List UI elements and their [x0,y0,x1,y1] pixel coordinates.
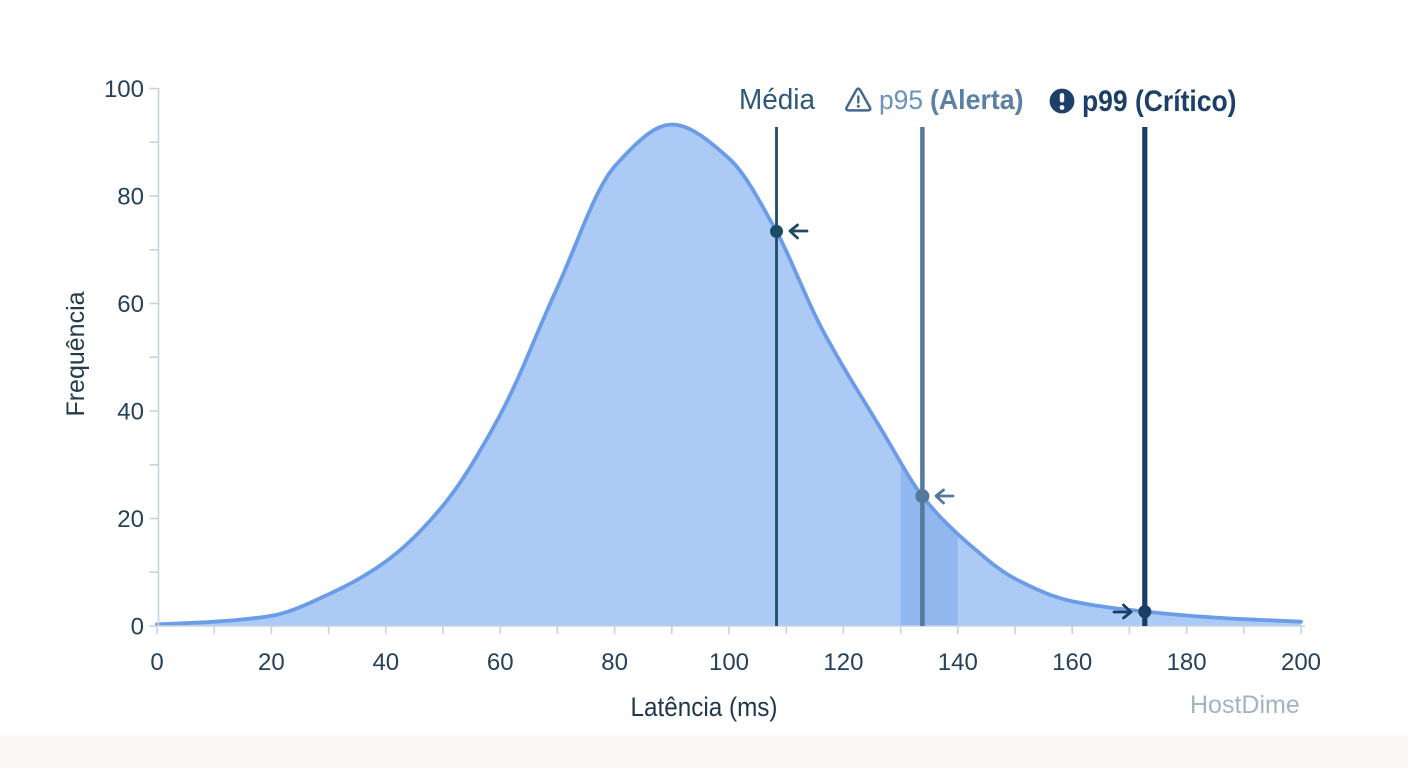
svg-text:60: 60 [487,649,514,676]
svg-text:100: 100 [104,76,144,103]
svg-text:200: 200 [1281,649,1321,676]
svg-text:40: 40 [372,649,399,676]
svg-text:Latência (ms): Latência (ms) [631,692,778,722]
svg-text:0: 0 [131,614,144,641]
svg-text:140: 140 [938,649,978,676]
svg-text:180: 180 [1167,649,1207,676]
svg-text:100: 100 [709,649,749,676]
svg-text:80: 80 [117,184,144,211]
svg-text:60: 60 [117,291,144,318]
svg-text:HostDime: HostDime [1190,691,1300,719]
svg-text:120: 120 [823,649,863,676]
svg-text:0: 0 [150,649,163,676]
svg-text:p95: p95 [879,85,923,115]
svg-text:Média: Média [739,84,816,116]
svg-text:40: 40 [117,399,144,426]
svg-text:20: 20 [117,506,144,533]
svg-text:p99 (Crítico): p99 (Crítico) [1082,85,1237,118]
svg-text:20: 20 [258,649,285,676]
svg-text:(Alerta): (Alerta) [930,84,1024,115]
svg-text:80: 80 [601,649,628,676]
svg-text:160: 160 [1052,649,1092,676]
svg-text:Frequência: Frequência [62,291,90,416]
